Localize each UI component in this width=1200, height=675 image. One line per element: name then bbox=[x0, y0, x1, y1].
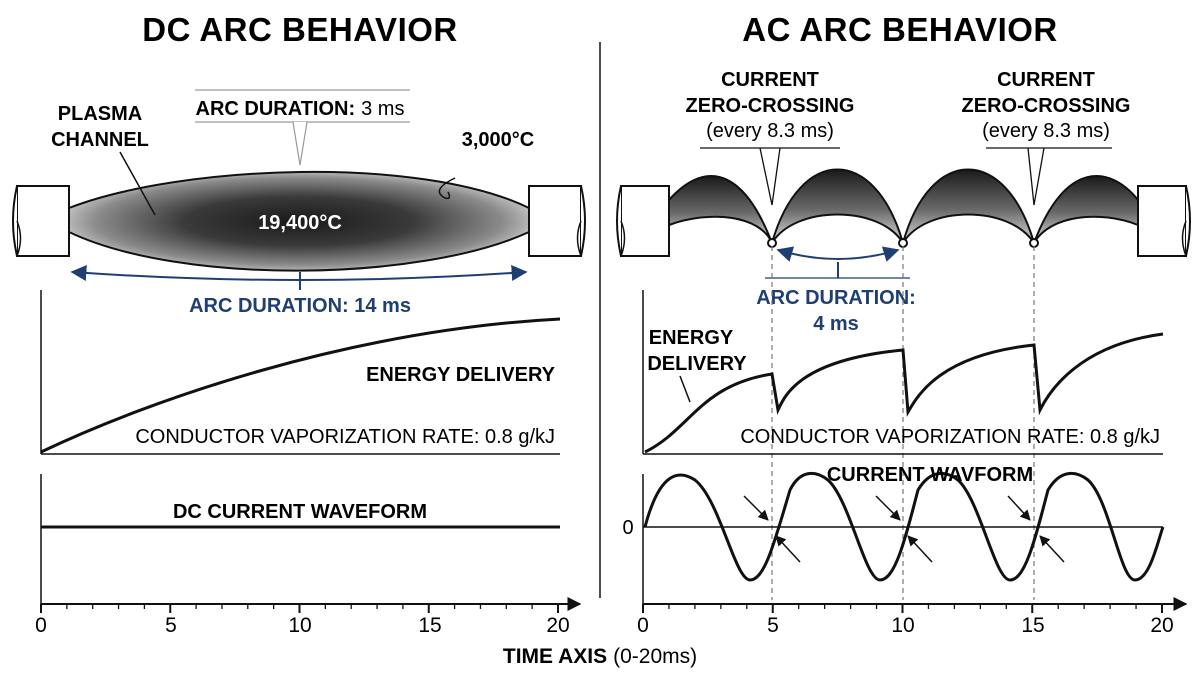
ac-energy-label-1: ENERGY bbox=[649, 327, 734, 349]
ac-arc-duration-arrow bbox=[776, 246, 900, 262]
ac-zero-cross-right-1: CURRENT bbox=[997, 69, 1095, 91]
dc-tick-label-5: 5 bbox=[165, 614, 177, 637]
time-axis-title-range: (0-20ms) bbox=[613, 645, 697, 668]
dc-vaporization: CONDUCTOR VAPORIZATION RATE: 0.8 g/kJ bbox=[135, 426, 555, 448]
ac-energy-pointer bbox=[679, 375, 691, 403]
ac-arc-duration-1: ARC DURATION: bbox=[756, 287, 916, 309]
dc-energy-panel: ENERGY DELIVERY CONDUCTOR VAPORIZATION R… bbox=[40, 290, 561, 455]
ac-tick-label-20: 20 bbox=[1150, 614, 1173, 637]
ac-arc-diagram: CURRENT ZERO-CROSSING (every 8.3 ms) CUR… bbox=[616, 69, 1191, 335]
ac-guide-lines bbox=[771, 246, 1035, 600]
dc-core-temp: 19,400°C bbox=[258, 212, 342, 234]
ac-zero-cross-right-3: (every 8.3 ms) bbox=[982, 120, 1110, 142]
ac-zero-cross-left-3: (every 8.3 ms) bbox=[706, 120, 834, 142]
ac-zero-cross-left-pointer bbox=[700, 147, 840, 206]
ac-left-electrode bbox=[616, 185, 670, 257]
ac-zero-cross-left-2: ZERO-CROSSING bbox=[686, 95, 855, 117]
dc-time-axis: 0 5 10 15 20 bbox=[35, 597, 582, 637]
dc-top-duration-label: ARC DURATION: bbox=[196, 98, 356, 120]
ac-cross-arrow-3b bbox=[1039, 535, 1065, 563]
dc-energy-label: ENERGY DELIVERY bbox=[366, 364, 556, 386]
ac-arc-lobe-3 bbox=[902, 168, 1035, 244]
ac-tick-label-0: 0 bbox=[637, 614, 649, 637]
ac-zero-cross-right-pointer bbox=[986, 147, 1112, 206]
ac-cross-arrow-2a bbox=[875, 495, 901, 521]
time-axis-title-bold: TIME AXIS bbox=[503, 645, 607, 668]
ac-zero-point-3 bbox=[1029, 238, 1039, 248]
ac-arc-duration-2: 4 ms bbox=[813, 313, 859, 335]
ac-tick-label-5: 5 bbox=[767, 614, 779, 637]
ac-cross-arrow-2b bbox=[907, 535, 933, 563]
ac-energy-label-2: DELIVERY bbox=[647, 353, 747, 375]
ac-right-electrode bbox=[1137, 185, 1191, 257]
dc-tick-label-15: 15 bbox=[418, 614, 441, 637]
dc-left-electrode bbox=[12, 185, 70, 257]
ac-arc-lobe-1 bbox=[668, 175, 773, 244]
dc-top-duration-bracket bbox=[195, 89, 410, 166]
dc-minor-ticks bbox=[40, 604, 559, 613]
dc-plasma-pointer bbox=[119, 151, 156, 216]
ac-vaporization: CONDUCTOR VAPORIZATION RATE: 0.8 g/kJ bbox=[740, 426, 1160, 448]
ac-cross-arrow-1b bbox=[775, 535, 801, 563]
ac-title: AC ARC BEHAVIOR bbox=[742, 11, 1058, 48]
ac-zero-cross-left-1: CURRENT bbox=[721, 69, 819, 91]
dc-plasma-label-2: CHANNEL bbox=[51, 129, 149, 151]
ac-current-waveform bbox=[643, 471, 1165, 582]
dc-current-panel: DC CURRENT WAVEFORM bbox=[40, 474, 560, 604]
dc-edge-temp: 3,000°C bbox=[462, 129, 535, 151]
ac-time-axis: 0 5 10 15 20 bbox=[637, 597, 1188, 637]
dc-top-duration-value: 3 ms bbox=[361, 98, 404, 120]
ac-current-panel: 0 CURRENT WAVFORM bbox=[622, 464, 1165, 604]
ac-energy-curve bbox=[644, 332, 1164, 454]
dc-energy-curve bbox=[40, 317, 561, 454]
dc-arc-diagram: 19,400°C PLASMA CHANNEL ARC DURATION: 3 m… bbox=[12, 89, 586, 317]
dc-edge-temp-pointer bbox=[438, 177, 456, 200]
ac-zero-point-2 bbox=[898, 238, 908, 248]
time-axis-title: TIME AXIS (0-20ms) bbox=[503, 645, 697, 668]
ac-zero-cross-right-2: ZERO-CROSSING bbox=[962, 95, 1131, 117]
ac-tick-label-15: 15 bbox=[1021, 614, 1044, 637]
dc-arc-duration-label: ARC DURATION: 14 ms bbox=[189, 295, 411, 317]
ac-minor-ticks bbox=[642, 604, 1163, 613]
dc-right-electrode bbox=[528, 185, 586, 257]
dc-tick-label-20: 20 bbox=[546, 614, 569, 637]
ac-cross-arrow-3a bbox=[1007, 495, 1031, 521]
ac-arc-lobe-2 bbox=[771, 168, 904, 244]
ac-current-label: CURRENT WAVFORM bbox=[827, 464, 1033, 486]
dc-title: DC ARC BEHAVIOR bbox=[142, 11, 458, 48]
ac-zero-label: 0 bbox=[622, 517, 633, 539]
dc-tick-label-10: 10 bbox=[288, 614, 311, 637]
ac-cross-arrow-1a bbox=[743, 495, 769, 521]
dc-tick-label-0: 0 bbox=[35, 614, 47, 637]
ac-tick-label-10: 10 bbox=[891, 614, 914, 637]
dc-plasma-channel bbox=[68, 170, 530, 272]
ac-energy-panel: ENERGY DELIVERY CONDUCTOR VAPORIZATION R… bbox=[642, 290, 1164, 455]
ac-arc-lobe-4 bbox=[1033, 175, 1139, 244]
ac-zero-point-1 bbox=[767, 238, 777, 248]
dc-plasma-label-1: PLASMA bbox=[58, 103, 142, 125]
dc-top-duration: ARC DURATION: 3 ms bbox=[196, 98, 405, 120]
dc-current-label: DC CURRENT WAVEFORM bbox=[173, 501, 427, 523]
